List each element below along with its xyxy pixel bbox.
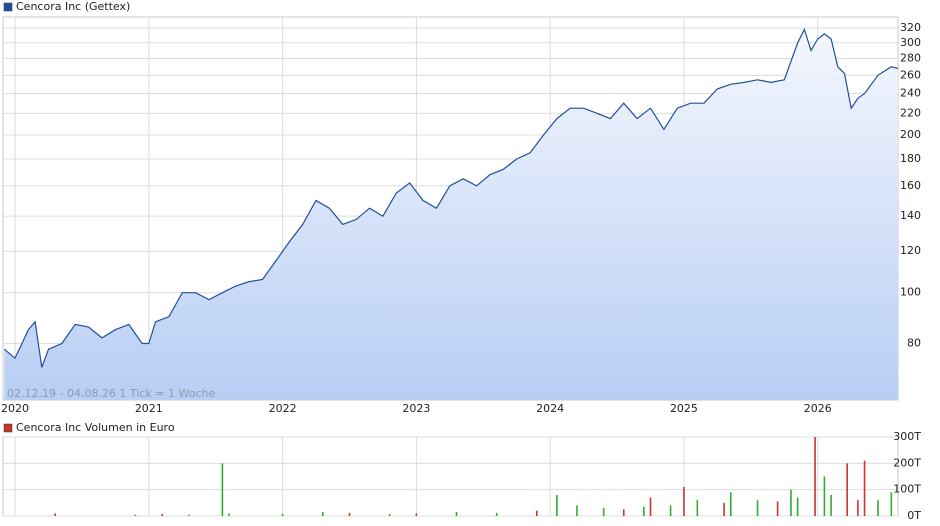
y-tick-label: 260 xyxy=(900,68,921,81)
volume-bar xyxy=(683,487,685,516)
x-tick-label: 2020 xyxy=(1,402,29,415)
y-tick-label: 160 xyxy=(900,179,921,192)
y-tick-label: 300T xyxy=(893,430,921,443)
y-tick-label: 200 xyxy=(900,128,921,141)
volume-bar xyxy=(228,513,230,516)
volume-bar xyxy=(556,494,558,516)
volume-bar xyxy=(776,501,779,516)
y-tick-label: 220 xyxy=(900,106,921,119)
volume-bar xyxy=(188,514,190,516)
x-tick-label: 2023 xyxy=(402,402,430,415)
x-tick-label: 2025 xyxy=(670,402,698,415)
volume-bar xyxy=(890,492,893,516)
y-tick-label: 0T xyxy=(907,509,921,522)
volume-bar xyxy=(823,476,826,516)
volume-bar xyxy=(877,500,879,516)
plot-frame xyxy=(2,436,899,517)
volume-bar xyxy=(388,513,391,516)
y-tick-label: 100 xyxy=(900,286,921,299)
legend-label: Cencora Inc Volumen in Euro xyxy=(16,421,175,434)
volume-bar xyxy=(576,505,578,516)
volume-bar xyxy=(729,492,732,516)
volume-bar xyxy=(321,512,324,516)
volume-bar xyxy=(535,510,538,516)
legend-swatch xyxy=(3,2,13,12)
price-area xyxy=(4,29,899,400)
volume-bar xyxy=(790,489,792,516)
volume-bar xyxy=(415,513,418,516)
y-tick-label: 320 xyxy=(900,21,921,34)
volume-bar xyxy=(54,513,56,516)
y-tick-label: 280 xyxy=(900,51,921,64)
y-tick-label: 100T xyxy=(893,483,921,496)
volume-bar xyxy=(455,512,458,516)
volume-bar xyxy=(669,505,672,516)
volume-bar xyxy=(281,513,284,516)
volume-bar xyxy=(348,512,351,516)
volume-bar xyxy=(622,509,625,516)
annotation: 02.12.19 - 04.08.26 1 Tick = 1 Woche xyxy=(7,387,215,400)
y-tick-label: 140 xyxy=(900,209,921,222)
volume-bar xyxy=(696,500,699,516)
y-tick-label: 200T xyxy=(893,456,921,469)
volume-bar xyxy=(723,502,725,516)
price-line xyxy=(3,27,899,368)
x-tick-label: 2026 xyxy=(804,402,832,415)
volume-bar xyxy=(846,463,848,516)
y-tick-label: 240 xyxy=(900,87,921,100)
y-tick-label: 300 xyxy=(900,36,921,49)
volume-bar xyxy=(602,508,605,516)
y-tick-label: 80 xyxy=(907,336,921,349)
volume-bar xyxy=(796,497,799,516)
volume-bar xyxy=(643,506,645,516)
x-tick-label: 2024 xyxy=(536,402,564,415)
volume-bar xyxy=(863,460,866,516)
legend-label: Cencora Inc (Gettex) xyxy=(16,0,130,13)
volume-bar xyxy=(495,512,498,516)
x-tick-label: 2022 xyxy=(269,402,297,415)
volume-bar xyxy=(134,514,137,516)
y-tick-label: 180 xyxy=(900,152,921,165)
volume-bar xyxy=(161,513,164,516)
volume-bar xyxy=(649,497,652,516)
x-tick-label: 2021 xyxy=(135,402,163,415)
volume-bar xyxy=(830,494,832,516)
legend-swatch xyxy=(3,423,13,433)
volume-bar xyxy=(756,500,759,516)
volume-bar xyxy=(221,463,224,516)
y-tick-label: 120 xyxy=(900,244,921,257)
volume-bar xyxy=(857,500,859,516)
volume-bar xyxy=(814,437,816,516)
